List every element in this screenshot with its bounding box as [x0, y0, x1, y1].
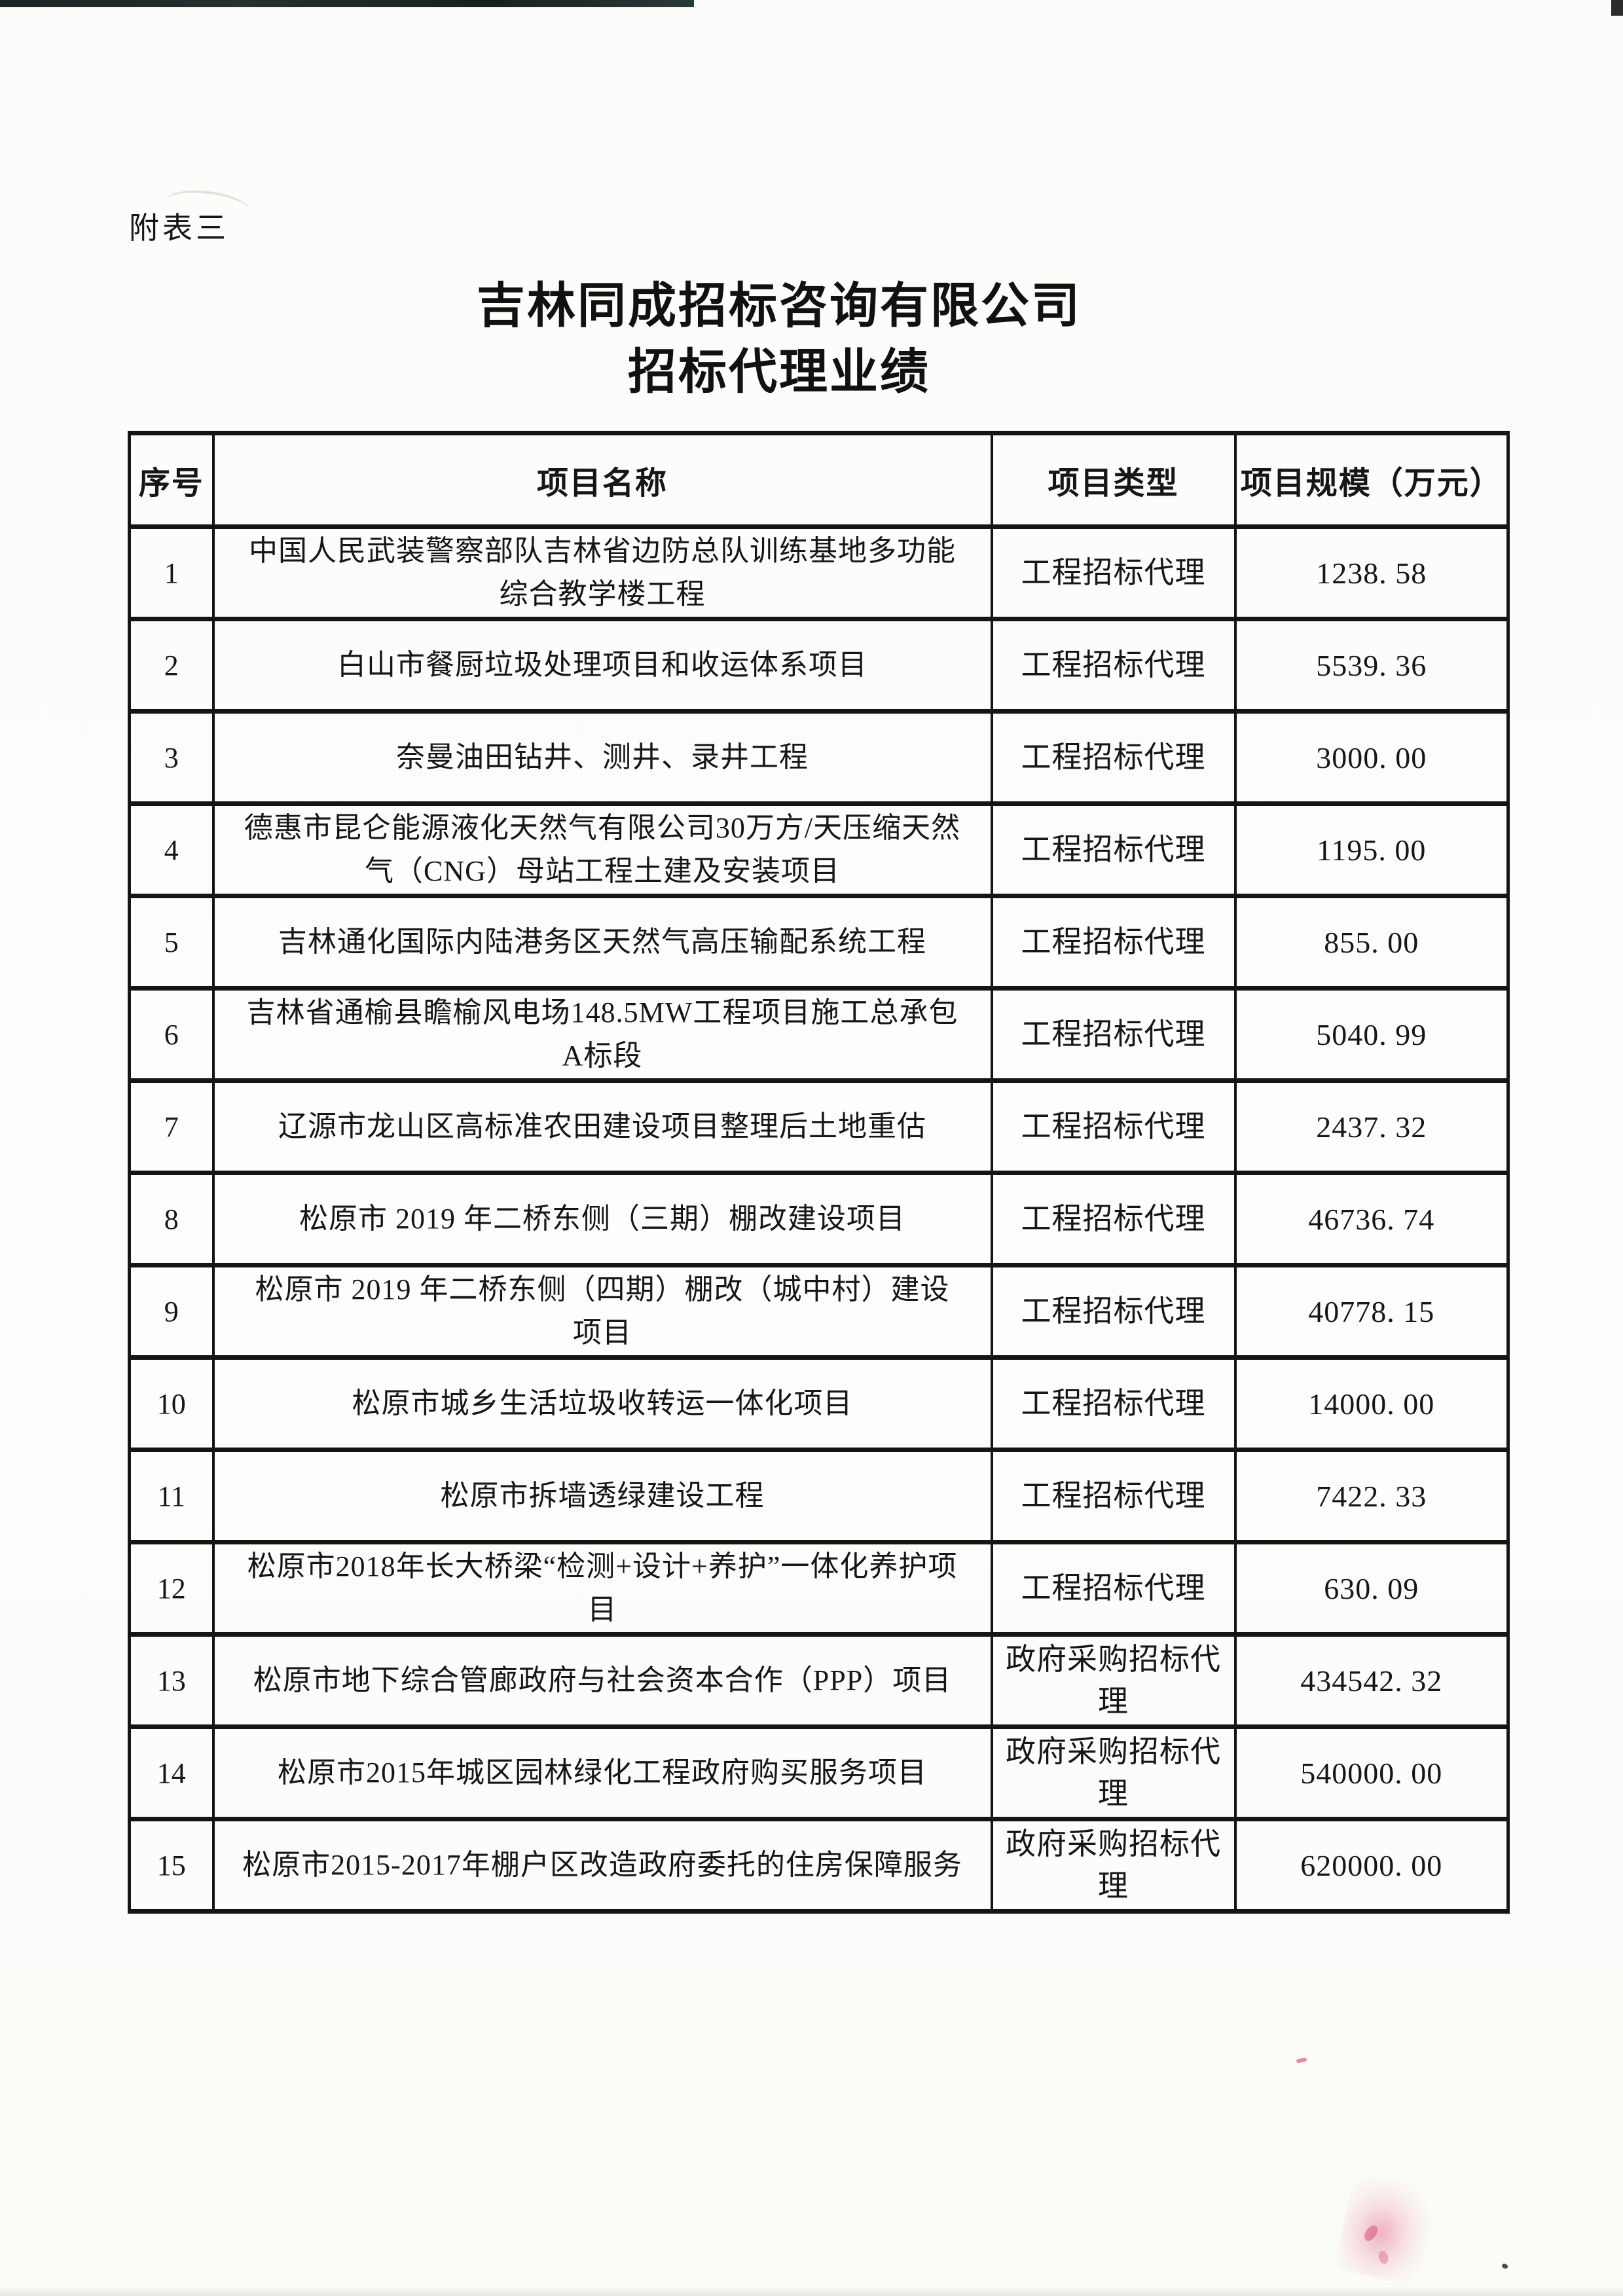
- row-serial-number: 15: [128, 1817, 215, 1914]
- project-type-cell: 工程招标代理: [990, 1355, 1237, 1452]
- project-name-cell: 德惠市昆仑能源液化天然气有限公司30万方/天压缩天然气（CNG）母站工程土建及安…: [211, 801, 993, 898]
- project-name-cell: 辽源市龙山区高标准农田建设项目整理后土地重估: [211, 1078, 993, 1175]
- row-serial-number: 14: [128, 1724, 215, 1821]
- scan-artifact-top-right-corner: [1611, 0, 1623, 16]
- row-serial-number: 3: [128, 709, 215, 806]
- project-scale-cell: 7422. 33: [1233, 1448, 1510, 1544]
- stamp-stain-pink: [1334, 2172, 1438, 2286]
- project-type-cell: 工程招标代理: [990, 1263, 1237, 1360]
- row-serial-number: 13: [128, 1632, 215, 1729]
- project-scale-cell: 5539. 36: [1233, 617, 1510, 714]
- column-header-serial: 序号: [128, 431, 215, 529]
- project-name-cell: 吉林省通榆县瞻榆风电场148.5MW工程项目施工总承包A标段: [211, 986, 993, 1083]
- table-row: 10 松原市城乡生活垃圾收转运一体化项目 工程招标代理 14000. 00: [128, 1355, 1510, 1452]
- stamp-stain-red-dash: [1296, 2057, 1307, 2064]
- project-name-cell: 松原市 2019 年二桥东侧（四期）棚改（城中村）建设项目: [211, 1263, 993, 1360]
- column-header-project-type: 项目类型: [990, 431, 1237, 529]
- project-scale-cell: 40778. 15: [1233, 1263, 1510, 1360]
- project-scale-cell: 46736. 74: [1233, 1171, 1510, 1267]
- row-serial-number: 11: [128, 1448, 215, 1544]
- project-scale-cell: 1238. 58: [1233, 524, 1510, 621]
- table-row: 9 松原市 2019 年二桥东侧（四期）棚改（城中村）建设项目 工程招标代理 4…: [128, 1263, 1510, 1360]
- project-type-cell: 政府采购招标代理: [990, 1817, 1237, 1914]
- table-row: 7 辽源市龙山区高标准农田建设项目整理后土地重估 工程招标代理 2437. 32: [128, 1078, 1510, 1175]
- row-serial-number: 5: [128, 894, 215, 991]
- table-row: 5 吉林通化国际内陆港务区天然气高压输配系统工程 工程招标代理 855. 00: [128, 894, 1510, 991]
- table-row: 3 奈曼油田钻井、测井、录井工程 工程招标代理 3000. 00: [128, 709, 1510, 806]
- table-row: 12 松原市2018年长大桥梁“检测+设计+养护”一体化养护项目 工程招标代理 …: [128, 1540, 1510, 1637]
- project-type-cell: 工程招标代理: [990, 894, 1237, 991]
- project-name-cell: 白山市餐厨垃圾处理项目和收运体系项目: [211, 617, 993, 714]
- column-header-project-scale: 项目规模（万元）: [1233, 431, 1510, 529]
- project-type-cell: 工程招标代理: [990, 801, 1237, 898]
- project-scale-cell: 2437. 32: [1233, 1078, 1510, 1175]
- row-serial-number: 1: [128, 524, 215, 621]
- project-name-cell: 中国人民武装警察部队吉林省边防总队训练基地多功能综合教学楼工程: [211, 524, 993, 621]
- project-scale-cell: 540000. 00: [1233, 1724, 1510, 1821]
- table-row: 1 中国人民武装警察部队吉林省边防总队训练基地多功能综合教学楼工程 工程招标代理…: [128, 524, 1510, 621]
- project-type-cell: 工程招标代理: [990, 1078, 1237, 1175]
- project-scale-cell: 5040. 99: [1233, 986, 1510, 1083]
- table-row: 15 松原市2015-2017年棚户区改造政府委托的住房保障服务 政府采购招标代…: [128, 1817, 1510, 1914]
- scan-artifact-top-bar: [0, 0, 694, 7]
- document-title-line2: 招标代理业绩: [628, 346, 930, 399]
- row-serial-number: 9: [128, 1263, 215, 1360]
- project-scale-cell: 434542. 32: [1233, 1632, 1510, 1729]
- document-title-line1: 吉林同成招标咨询有限公司: [477, 280, 1082, 333]
- row-serial-number: 8: [128, 1171, 215, 1267]
- project-type-cell: 工程招标代理: [990, 709, 1237, 806]
- table-row: 2 白山市餐厨垃圾处理项目和收运体系项目 工程招标代理 5539. 36: [128, 617, 1510, 714]
- project-scale-cell: 14000. 00: [1233, 1355, 1510, 1452]
- project-scale-cell: 630. 09: [1233, 1540, 1510, 1637]
- row-serial-number: 12: [128, 1540, 215, 1637]
- project-name-cell: 松原市拆墙透绿建设工程: [211, 1448, 993, 1544]
- table-row: 6 吉林省通榆县瞻榆风电场148.5MW工程项目施工总承包A标段 工程招标代理 …: [128, 986, 1510, 1083]
- project-name-cell: 吉林通化国际内陆港务区天然气高压输配系统工程: [211, 894, 993, 991]
- project-type-cell: 政府采购招标代理: [990, 1632, 1237, 1729]
- project-type-cell: 政府采购招标代理: [990, 1724, 1237, 1821]
- row-serial-number: 2: [128, 617, 215, 714]
- project-name-cell: 松原市地下综合管廊政府与社会资本合作（PPP）项目: [211, 1632, 993, 1729]
- project-name-cell: 松原市 2019 年二桥东侧（三期）棚改建设项目: [211, 1171, 993, 1267]
- project-name-cell: 松原市城乡生活垃圾收转运一体化项目: [211, 1355, 993, 1452]
- project-type-cell: 工程招标代理: [990, 986, 1237, 1083]
- project-name-cell: 奈曼油田钻井、测井、录井工程: [211, 709, 993, 806]
- table-row: 8 松原市 2019 年二桥东侧（三期）棚改建设项目 工程招标代理 46736.…: [128, 1171, 1510, 1267]
- project-scale-cell: 1195. 00: [1233, 801, 1510, 898]
- table-row: 13 松原市地下综合管廊政府与社会资本合作（PPP）项目 政府采购招标代理 43…: [128, 1632, 1510, 1729]
- project-type-cell: 工程招标代理: [990, 617, 1237, 714]
- row-serial-number: 4: [128, 801, 215, 898]
- project-name-cell: 松原市2018年长大桥梁“检测+设计+养护”一体化养护项目: [211, 1540, 993, 1637]
- row-serial-number: 7: [128, 1078, 215, 1175]
- project-scale-cell: 855. 00: [1233, 894, 1510, 991]
- performance-table-header: 序号 项目名称 项目类型 项目规模（万元）: [128, 431, 1510, 529]
- project-scale-cell: 620000. 00: [1233, 1817, 1510, 1914]
- project-type-cell: 工程招标代理: [990, 524, 1237, 621]
- performance-table-body: 1 中国人民武装警察部队吉林省边防总队训练基地多功能综合教学楼工程 工程招标代理…: [128, 524, 1510, 1914]
- project-type-cell: 工程招标代理: [990, 1448, 1237, 1544]
- column-header-project-name: 项目名称: [211, 431, 993, 529]
- project-type-cell: 工程招标代理: [990, 1171, 1237, 1267]
- project-name-cell: 松原市2015年城区园林绿化工程政府购买服务项目: [211, 1724, 993, 1821]
- header-row: 序号 项目名称 项目类型 项目规模（万元）: [128, 431, 1510, 529]
- scan-artifact-bottom-shade: [0, 2287, 1623, 2296]
- project-name-cell: 松原市2015-2017年棚户区改造政府委托的住房保障服务: [211, 1817, 993, 1914]
- row-serial-number: 10: [128, 1355, 215, 1452]
- appendix-label: 附表三: [129, 211, 229, 245]
- table-row: 11 松原市拆墙透绿建设工程 工程招标代理 7422. 33: [128, 1448, 1510, 1544]
- performance-table: 序号 项目名称 项目类型 项目规模（万元） 1 中国人民武装警察部队吉林省边防总…: [128, 431, 1510, 1914]
- table-row: 4 德惠市昆仑能源液化天然气有限公司30万方/天压缩天然气（CNG）母站工程土建…: [128, 801, 1510, 898]
- document-title: 吉林同成招标咨询有限公司 招标代理业绩: [0, 274, 1558, 406]
- project-type-cell: 工程招标代理: [990, 1540, 1237, 1637]
- table-row: 14 松原市2015年城区园林绿化工程政府购买服务项目 政府采购招标代理 540…: [128, 1724, 1510, 1821]
- row-serial-number: 6: [128, 986, 215, 1083]
- project-scale-cell: 3000. 00: [1233, 709, 1510, 806]
- scan-artifact-speck: [1501, 2263, 1509, 2270]
